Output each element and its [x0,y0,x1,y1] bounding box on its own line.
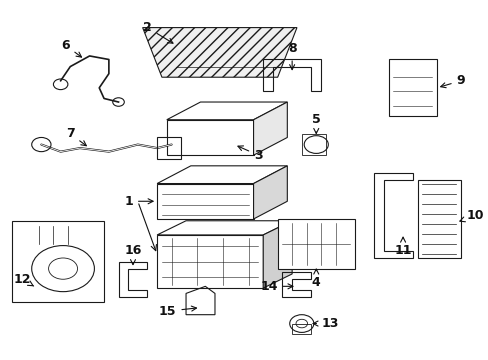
Text: 2: 2 [143,21,173,43]
Bar [417,180,460,258]
Text: 14: 14 [260,280,292,293]
Bar [301,134,325,155]
Text: 1: 1 [124,195,153,208]
Text: 12: 12 [13,273,34,286]
Text: 11: 11 [393,237,411,257]
FancyBboxPatch shape [12,221,104,302]
Polygon shape [157,235,263,288]
Text: 6: 6 [61,39,81,57]
Text: 7: 7 [66,127,86,146]
Polygon shape [166,102,287,120]
FancyBboxPatch shape [277,219,354,269]
Bar [388,59,436,116]
Text: 4: 4 [311,269,320,289]
Polygon shape [253,166,287,219]
Polygon shape [253,102,287,155]
Text: 10: 10 [459,209,483,222]
Polygon shape [157,184,253,219]
Polygon shape [157,221,291,235]
Bar [157,138,181,159]
Text: 9: 9 [440,74,464,88]
Text: 5: 5 [311,113,320,134]
Polygon shape [166,120,253,155]
Bar [291,324,311,334]
Text: 15: 15 [159,305,196,318]
Text: 8: 8 [287,42,296,69]
Text: 13: 13 [312,317,339,330]
Text: 3: 3 [238,146,262,162]
Text: 16: 16 [124,244,142,265]
Polygon shape [157,166,287,184]
Polygon shape [263,221,291,288]
Polygon shape [142,28,296,77]
